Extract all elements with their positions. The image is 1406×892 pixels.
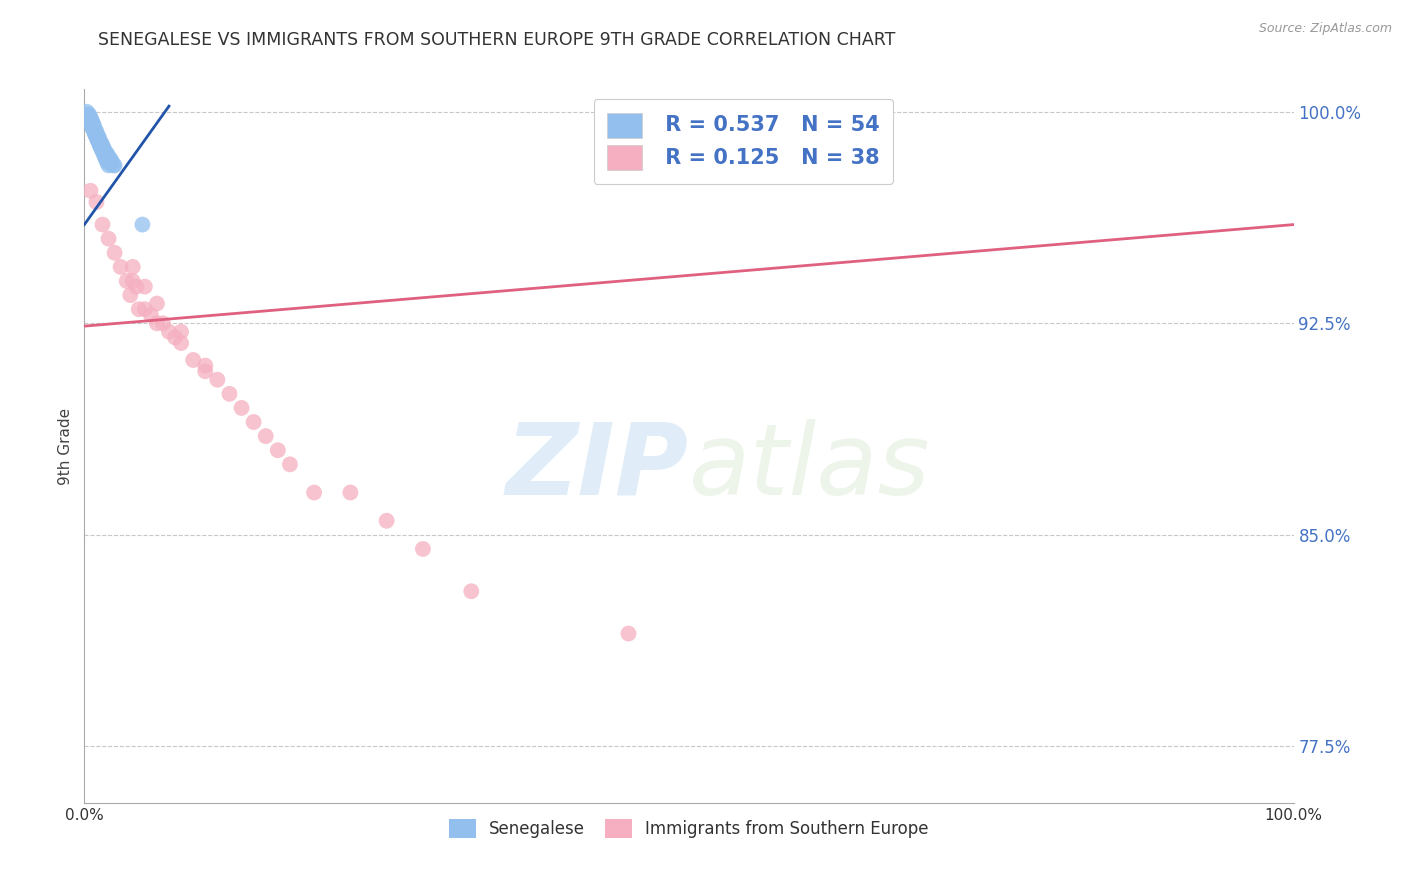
- Point: [80, 113, 103, 128]
- Text: Source: ZipAtlas.com: Source: ZipAtlas.com: [1258, 22, 1392, 36]
- Point: [100, 153, 122, 167]
- Point: [86, 130, 108, 145]
- Point: [139, 308, 162, 322]
- Point: [77, 113, 100, 128]
- Point: [84, 124, 107, 138]
- Point: [77, 111, 100, 125]
- Point: [121, 274, 143, 288]
- Text: ZIP: ZIP: [506, 419, 689, 516]
- Point: [87, 130, 110, 145]
- Point: [79, 184, 101, 198]
- Point: [121, 260, 143, 274]
- Point: [128, 302, 150, 317]
- Text: atlas: atlas: [689, 419, 931, 516]
- Point: [617, 626, 640, 640]
- Point: [86, 133, 108, 147]
- Point: [80, 119, 103, 133]
- Point: [86, 124, 108, 138]
- Point: [84, 128, 107, 142]
- Point: [90, 136, 112, 150]
- Point: [87, 136, 110, 150]
- Point: [84, 128, 107, 142]
- Point: [412, 541, 434, 556]
- Point: [194, 359, 217, 373]
- Point: [231, 401, 253, 415]
- Point: [98, 153, 121, 167]
- Point: [103, 158, 125, 172]
- Point: [77, 107, 100, 121]
- Point: [101, 155, 124, 169]
- Point: [97, 158, 120, 172]
- Point: [94, 145, 117, 159]
- Point: [90, 141, 112, 155]
- Point: [146, 316, 169, 330]
- Point: [94, 153, 117, 167]
- Point: [170, 325, 193, 339]
- Point: [131, 218, 153, 232]
- Point: [89, 138, 111, 153]
- Point: [97, 150, 120, 164]
- Point: [89, 136, 111, 150]
- Point: [91, 141, 114, 155]
- Point: [96, 147, 118, 161]
- Point: [152, 316, 174, 330]
- Point: [134, 279, 156, 293]
- Point: [207, 373, 229, 387]
- Point: [86, 194, 108, 209]
- Point: [89, 138, 111, 153]
- Point: [120, 288, 142, 302]
- Point: [82, 119, 104, 133]
- Point: [146, 296, 169, 310]
- Point: [83, 119, 105, 133]
- Point: [460, 584, 482, 599]
- Point: [79, 111, 101, 125]
- Point: [125, 279, 148, 293]
- Point: [93, 147, 115, 161]
- Y-axis label: 9th Grade: 9th Grade: [58, 408, 73, 484]
- Point: [302, 485, 325, 500]
- Point: [76, 104, 98, 119]
- Point: [170, 336, 193, 351]
- Point: [83, 124, 105, 138]
- Point: [86, 130, 108, 145]
- Point: [104, 245, 127, 260]
- Point: [254, 429, 277, 443]
- Point: [110, 260, 132, 274]
- Point: [278, 458, 301, 472]
- Point: [77, 107, 100, 121]
- Text: SENEGALESE VS IMMIGRANTS FROM SOUTHERN EUROPE 9TH GRADE CORRELATION CHART: SENEGALESE VS IMMIGRANTS FROM SOUTHERN E…: [98, 31, 896, 49]
- Point: [91, 138, 114, 153]
- Point: [115, 274, 138, 288]
- Point: [134, 302, 156, 317]
- Point: [194, 364, 217, 378]
- Point: [91, 145, 114, 159]
- Point: [83, 121, 105, 136]
- Point: [82, 121, 104, 136]
- Point: [94, 150, 117, 164]
- Point: [79, 116, 101, 130]
- Point: [87, 133, 110, 147]
- Point: [93, 141, 115, 155]
- Point: [82, 121, 104, 136]
- Legend: Senegalese, Immigrants from Southern Europe: Senegalese, Immigrants from Southern Eur…: [443, 812, 935, 845]
- Point: [86, 128, 108, 142]
- Point: [242, 415, 264, 429]
- Point: [82, 116, 104, 130]
- Point: [157, 325, 180, 339]
- Point: [104, 158, 127, 172]
- Point: [79, 116, 101, 130]
- Point: [79, 113, 101, 128]
- Point: [91, 218, 114, 232]
- Point: [181, 353, 204, 368]
- Point: [267, 443, 290, 458]
- Point: [96, 155, 118, 169]
- Point: [375, 514, 398, 528]
- Point: [94, 147, 117, 161]
- Point: [339, 485, 361, 500]
- Point: [86, 133, 108, 147]
- Point: [97, 232, 120, 246]
- Point: [165, 330, 187, 344]
- Point: [218, 387, 240, 401]
